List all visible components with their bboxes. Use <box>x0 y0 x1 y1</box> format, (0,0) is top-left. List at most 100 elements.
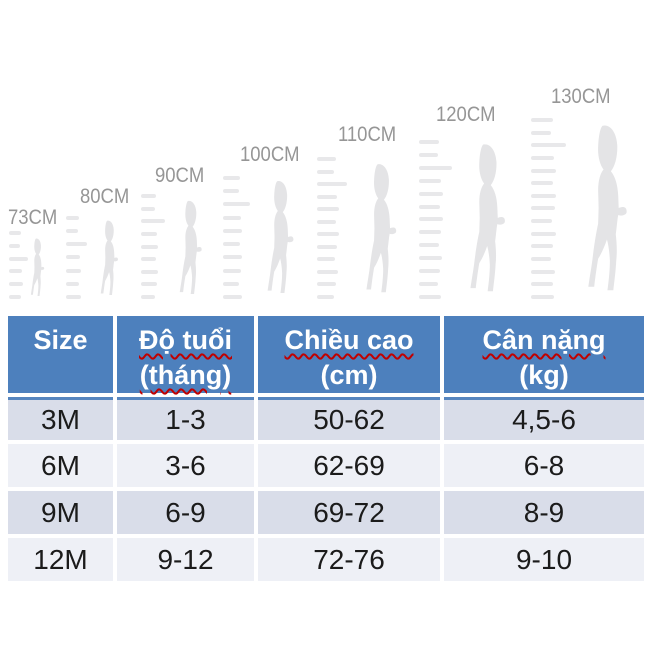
ruler-tick <box>223 242 240 247</box>
ruler-tick <box>317 257 335 262</box>
height-group-100cm: 100CM <box>0 0 651 315</box>
ruler-tick <box>317 182 347 187</box>
ruler-tick <box>317 294 334 299</box>
ruler-tick <box>66 281 79 286</box>
ruler-tick <box>223 255 242 260</box>
cell-age: 3-6 <box>117 444 254 487</box>
ruler-tick <box>223 228 242 233</box>
child-silhouette-icon <box>588 125 627 291</box>
cell-age: 1-3 <box>117 397 254 440</box>
ruler-tick <box>531 269 555 274</box>
ruler-tick <box>223 215 241 220</box>
ruler-tick <box>531 282 553 287</box>
cell-height: 72-76 <box>258 538 440 581</box>
col-header-height: Chiều cao (cm) <box>258 316 440 393</box>
ruler-tick <box>531 244 553 249</box>
height-label: 130CM <box>551 85 611 108</box>
ruler-tick <box>317 219 336 224</box>
ruler-tick <box>419 256 442 261</box>
ruler-tick <box>419 165 452 170</box>
header-line1: Độ tuổi <box>139 325 232 355</box>
ruler-tick <box>419 178 441 183</box>
ruler-tick <box>419 281 438 286</box>
ruler-tick <box>317 157 336 161</box>
ruler-tick <box>141 194 156 198</box>
ruler-tick <box>317 282 336 287</box>
ruler-tick <box>531 193 556 198</box>
header-line1: Cân nặng <box>482 325 606 355</box>
height-label: 73CM <box>8 206 58 229</box>
ruler-tick <box>141 231 157 236</box>
ruler-tick <box>419 217 443 222</box>
ruler-marks-icon <box>223 176 250 299</box>
height-group-80cm: 80CM <box>0 0 651 315</box>
ruler-tick <box>9 256 28 261</box>
growth-height-infographic: 73CM 80CM 90CM 100CM 110CM 120CM 130CM <box>0 0 651 315</box>
size-table: Size Độ tuổi (tháng) Chiều cao (cm) Cân … <box>8 316 644 581</box>
header-line1: Chiều cao <box>284 325 414 355</box>
ruler-tick <box>141 219 165 224</box>
cell-size: 9M <box>8 491 113 534</box>
child-silhouette-icon <box>366 164 397 293</box>
child-silhouette-icon <box>30 238 45 296</box>
ruler-tick <box>531 231 556 236</box>
header-line2: (tháng) <box>139 360 232 390</box>
cell-height: 69-72 <box>258 491 440 534</box>
ruler-tick <box>419 269 440 274</box>
ruler-tick <box>9 294 21 299</box>
ruler-tick <box>531 206 555 211</box>
cell-age: 6-9 <box>117 491 254 534</box>
ruler-tick <box>66 294 81 299</box>
child-silhouette-icon <box>267 181 294 294</box>
ruler-tick <box>9 243 20 248</box>
ruler-tick <box>141 257 156 262</box>
ruler-tick <box>9 282 23 287</box>
height-group-73cm: 73CM <box>0 0 651 315</box>
ruler-tick <box>66 268 81 273</box>
cell-weight: 8-9 <box>444 491 644 534</box>
cell-height: 50-62 <box>258 397 440 440</box>
height-group-110cm: 110CM <box>0 0 651 315</box>
cell-size: 3M <box>8 397 113 440</box>
ruler-tick <box>317 194 337 199</box>
ruler-tick <box>66 216 79 220</box>
ruler-tick <box>223 268 241 273</box>
ruler-tick <box>223 281 239 286</box>
ruler-tick <box>141 244 158 249</box>
ruler-tick <box>531 294 554 299</box>
ruler-tick <box>317 169 334 174</box>
ruler-tick <box>141 295 155 299</box>
ruler-tick <box>531 168 556 173</box>
ruler-tick <box>317 269 338 274</box>
ruler-marks-icon <box>531 118 566 299</box>
ruler-tick <box>419 204 440 209</box>
ruler-tick <box>317 244 337 249</box>
ruler-tick <box>141 282 157 287</box>
height-label: 80CM <box>80 185 130 208</box>
ruler-tick <box>531 143 566 148</box>
height-group-90cm: 90CM <box>0 0 651 315</box>
ruler-marks-icon <box>317 157 347 299</box>
ruler-tick <box>66 255 80 260</box>
child-silhouette-icon <box>470 144 505 292</box>
ruler-tick <box>223 176 240 180</box>
cell-weight: 9-10 <box>444 538 644 581</box>
height-label: 100CM <box>240 143 300 166</box>
ruler-tick <box>419 243 439 248</box>
ruler-tick <box>419 230 441 235</box>
ruler-tick <box>66 229 78 234</box>
child-silhouette-icon <box>179 200 202 295</box>
ruler-tick <box>531 155 554 160</box>
cell-size: 6M <box>8 444 113 487</box>
ruler-tick <box>317 232 339 237</box>
ruler-tick <box>9 231 21 235</box>
header-line1: Size <box>33 325 88 355</box>
ruler-tick <box>141 206 155 211</box>
ruler-marks-icon <box>9 231 28 299</box>
col-header-age: Độ tuổi (tháng) <box>117 316 254 393</box>
ruler-tick <box>531 219 552 224</box>
height-label: 90CM <box>155 164 205 187</box>
ruler-tick <box>141 269 158 274</box>
col-header-size: Size <box>8 316 113 393</box>
header-line2: (cm) <box>320 360 378 390</box>
